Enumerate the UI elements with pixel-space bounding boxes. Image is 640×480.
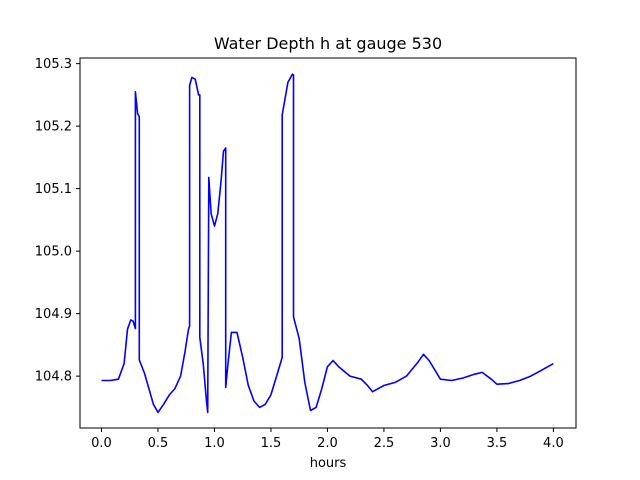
y-tick-label: 105.1 [35,182,72,197]
y-tick-label: 104.9 [35,307,72,322]
y-tick-label: 105.2 [35,120,72,135]
plot-layer [101,73,554,414]
x-tick-label: 3.0 [430,436,451,451]
x-tick-label: 0.5 [148,436,169,451]
y-tick-label: 104.8 [35,370,72,385]
x-tick-label: 2.0 [317,436,338,451]
x-tick-label: 2.5 [374,436,395,451]
y-axis-ticks: 104.8 104.9 105.0 105.1 105.2 105.3 [35,57,80,385]
y-tick-label: 105.3 [35,57,72,72]
x-tick-label: 1.0 [204,436,225,451]
axes-frame [79,57,577,429]
chart-title: Water Depth h at gauge 530 [214,34,442,53]
x-axis-ticks: 0.0 0.5 1.0 1.5 2.0 2.5 3.0 3.5 4.0 [91,428,564,451]
series-line-0 [101,73,554,414]
x-tick-label: 3.5 [487,436,508,451]
y-tick-label: 105.0 [35,245,72,260]
x-tick-label: 0.0 [91,436,112,451]
x-tick-label: 1.5 [261,436,282,451]
x-axis-label: hours [310,456,347,471]
x-tick-label: 4.0 [543,436,564,451]
